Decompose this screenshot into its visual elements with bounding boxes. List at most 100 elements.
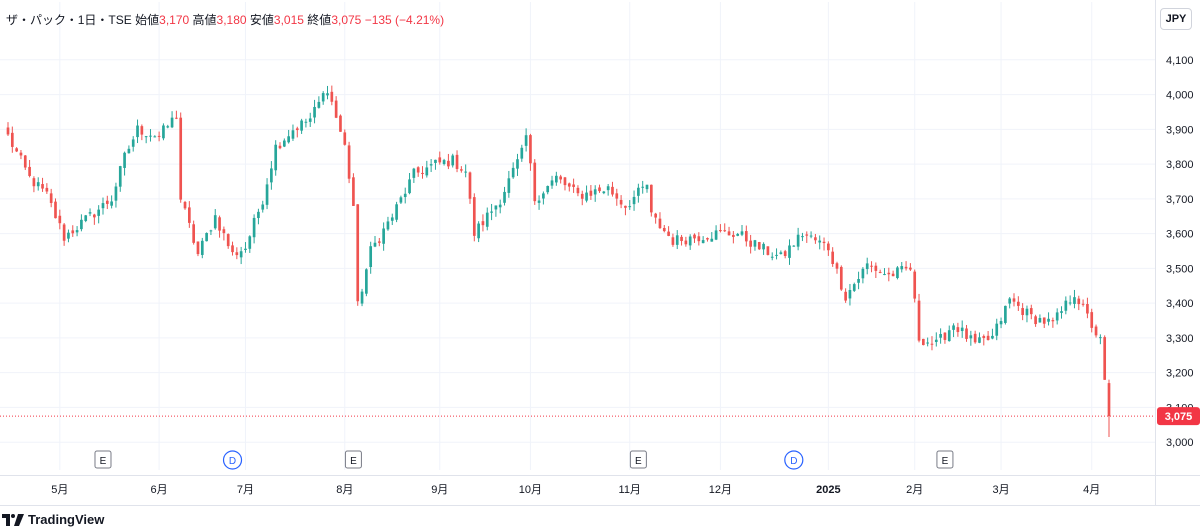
candle[interactable] xyxy=(347,141,351,184)
candle[interactable] xyxy=(213,209,217,230)
candle[interactable] xyxy=(1051,317,1055,328)
candle[interactable] xyxy=(222,226,226,241)
candle[interactable] xyxy=(75,226,79,237)
candle[interactable] xyxy=(995,318,999,341)
candle[interactable] xyxy=(870,261,873,273)
candle[interactable] xyxy=(645,184,649,193)
candle[interactable] xyxy=(369,241,373,274)
candle[interactable] xyxy=(140,124,144,141)
candle[interactable] xyxy=(688,234,692,250)
candle[interactable] xyxy=(235,247,239,260)
candle[interactable] xyxy=(451,153,455,168)
candle[interactable] xyxy=(218,215,221,238)
candle[interactable] xyxy=(118,165,122,192)
candle[interactable] xyxy=(10,126,14,153)
candle[interactable] xyxy=(874,262,878,278)
candle[interactable] xyxy=(680,234,683,246)
candle[interactable] xyxy=(360,288,364,307)
candle[interactable] xyxy=(1038,314,1042,323)
candle[interactable] xyxy=(1107,379,1111,437)
currency-button[interactable]: JPY xyxy=(1160,8,1192,30)
candle[interactable] xyxy=(209,229,213,236)
candle[interactable] xyxy=(257,208,260,225)
candle[interactable] xyxy=(796,227,800,251)
candle[interactable] xyxy=(844,288,847,303)
candle[interactable] xyxy=(628,200,632,210)
candle[interactable] xyxy=(1073,289,1076,309)
candle[interactable] xyxy=(438,151,442,165)
candle[interactable] xyxy=(960,320,964,338)
candle[interactable] xyxy=(352,173,355,206)
candle[interactable] xyxy=(667,226,670,237)
candle[interactable] xyxy=(857,271,860,290)
candle[interactable] xyxy=(775,248,778,260)
candle[interactable] xyxy=(891,270,895,277)
candle[interactable] xyxy=(809,231,813,239)
candle[interactable] xyxy=(852,282,856,292)
candle[interactable] xyxy=(727,226,731,236)
candle[interactable] xyxy=(598,184,601,193)
candle[interactable] xyxy=(416,166,420,177)
candle[interactable] xyxy=(805,231,809,243)
candle[interactable] xyxy=(295,126,299,138)
candle[interactable] xyxy=(425,160,429,178)
candle[interactable] xyxy=(546,185,550,195)
candle[interactable] xyxy=(766,246,770,256)
candle[interactable] xyxy=(507,170,511,198)
candle[interactable] xyxy=(883,268,886,276)
candle[interactable] xyxy=(490,203,493,221)
candle[interactable] xyxy=(494,205,498,217)
candle[interactable] xyxy=(934,332,938,347)
candle[interactable] xyxy=(144,135,148,144)
candle[interactable] xyxy=(239,246,243,265)
candle[interactable] xyxy=(1016,296,1020,311)
candle[interactable] xyxy=(602,190,606,195)
candle[interactable] xyxy=(403,187,407,204)
candle[interactable] xyxy=(41,177,44,192)
candle[interactable] xyxy=(697,232,701,246)
candle[interactable] xyxy=(434,159,437,170)
candle[interactable] xyxy=(200,237,204,259)
candle[interactable] xyxy=(226,233,230,249)
candle[interactable] xyxy=(671,233,675,247)
candle[interactable] xyxy=(28,160,31,178)
candle[interactable] xyxy=(693,233,696,243)
candle[interactable] xyxy=(196,241,200,257)
candle[interactable] xyxy=(287,129,290,144)
candle[interactable] xyxy=(930,336,934,351)
dividend-marker[interactable]: D xyxy=(222,450,243,470)
candle[interactable] xyxy=(36,177,40,191)
candle[interactable] xyxy=(179,112,183,203)
candle[interactable] xyxy=(658,212,662,229)
candle[interactable] xyxy=(1099,334,1102,345)
candle[interactable] xyxy=(818,235,822,250)
candle[interactable] xyxy=(373,236,377,248)
candle[interactable] xyxy=(265,178,269,210)
candle[interactable] xyxy=(706,237,709,242)
candle[interactable] xyxy=(861,267,865,284)
dividend-marker[interactable]: D xyxy=(784,450,804,470)
candle[interactable] xyxy=(909,263,912,271)
candle[interactable] xyxy=(460,166,463,173)
candle[interactable] xyxy=(110,195,113,209)
candle[interactable] xyxy=(261,200,265,213)
earnings-marker[interactable]: E xyxy=(936,450,954,469)
candle[interactable] xyxy=(533,159,537,205)
candle[interactable] xyxy=(956,322,960,337)
candle[interactable] xyxy=(529,133,532,171)
candle[interactable] xyxy=(991,328,994,340)
candle[interactable] xyxy=(62,222,66,246)
candle[interactable] xyxy=(831,247,835,267)
candle[interactable] xyxy=(827,241,830,256)
candle[interactable] xyxy=(498,199,502,214)
candle[interactable] xyxy=(291,124,295,141)
candle[interactable] xyxy=(801,232,804,242)
candle[interactable] xyxy=(749,234,752,254)
candle[interactable] xyxy=(710,232,714,242)
candle[interactable] xyxy=(978,332,981,344)
candle[interactable] xyxy=(170,111,174,129)
candle[interactable] xyxy=(477,221,480,243)
candle[interactable] xyxy=(922,338,925,346)
candle[interactable] xyxy=(15,147,18,153)
